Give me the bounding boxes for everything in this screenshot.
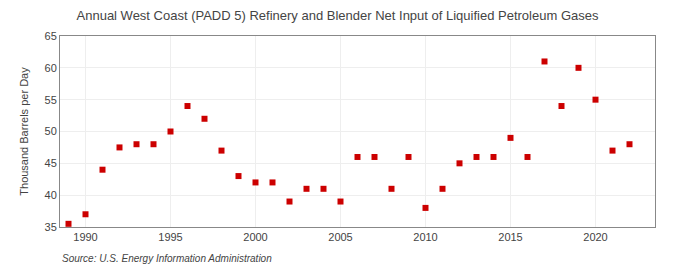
svg-text:2005: 2005 xyxy=(328,231,352,243)
svg-text:Source: U.S. Energy Informatio: Source: U.S. Energy Information Administ… xyxy=(62,253,272,264)
svg-text:Annual West Coast (PADD 5) Ref: Annual West Coast (PADD 5) Refinery and … xyxy=(77,8,599,23)
svg-text:55: 55 xyxy=(45,94,57,106)
svg-text:2010: 2010 xyxy=(413,231,437,243)
svg-text:1990: 1990 xyxy=(73,231,97,243)
svg-text:2015: 2015 xyxy=(498,231,522,243)
svg-text:60: 60 xyxy=(45,62,57,74)
svg-text:1995: 1995 xyxy=(158,231,182,243)
svg-text:40: 40 xyxy=(45,189,57,201)
svg-text:65: 65 xyxy=(45,30,57,42)
svg-text:2000: 2000 xyxy=(243,231,267,243)
svg-text:Thousand Barrels per Day: Thousand Barrels per Day xyxy=(18,67,30,196)
svg-text:2020: 2020 xyxy=(583,231,607,243)
svg-text:35: 35 xyxy=(45,221,57,233)
svg-text:50: 50 xyxy=(45,125,57,137)
svg-text:45: 45 xyxy=(45,157,57,169)
